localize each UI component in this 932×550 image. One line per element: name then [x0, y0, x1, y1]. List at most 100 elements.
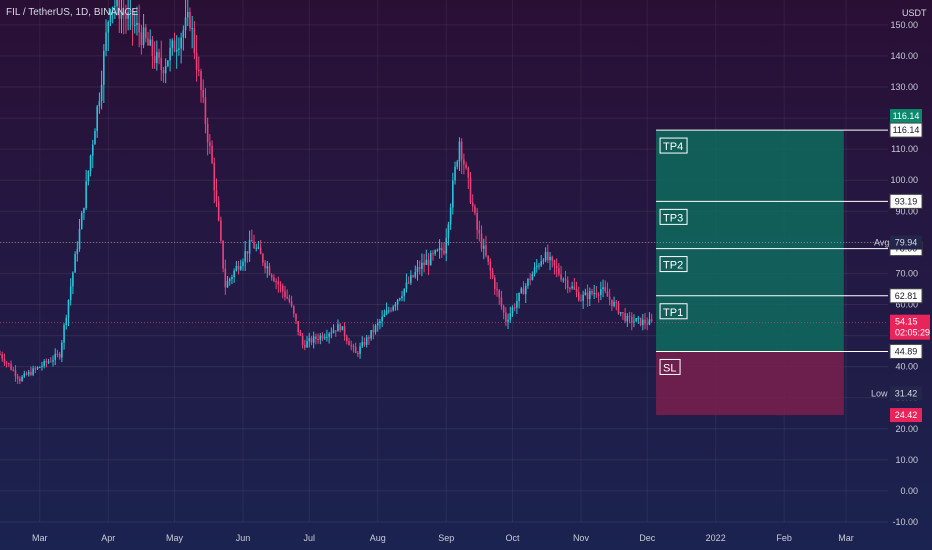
- candle-body: [116, 0, 118, 7]
- symbol-header: FIL / TetherUS, 1D, BINANCE: [6, 7, 139, 18]
- last-price-box: [890, 314, 930, 340]
- candle-body: [449, 207, 452, 225]
- avg-value: 79.94: [895, 238, 918, 248]
- candle-body: [454, 166, 456, 181]
- candle-body: [505, 312, 507, 322]
- candle-body: [337, 324, 339, 332]
- candle-body: [361, 341, 364, 347]
- candle-body: [416, 267, 419, 272]
- candle-body: [474, 206, 476, 213]
- candle-body: [604, 287, 607, 292]
- candle-body: [635, 318, 637, 322]
- y-tick-label: 130.00: [890, 82, 918, 92]
- candle-body: [202, 89, 205, 98]
- candle-body: [359, 346, 361, 354]
- candle-body: [153, 55, 156, 63]
- candle-body: [209, 142, 211, 146]
- y-tick-label: 140.00: [890, 51, 918, 61]
- candle-body: [288, 298, 291, 302]
- candle-body: [425, 259, 428, 265]
- candle-body: [482, 245, 485, 249]
- candle-body: [107, 21, 110, 33]
- candle-body: [266, 266, 269, 269]
- level-tag-text: TP1: [663, 307, 683, 319]
- candle-body: [85, 181, 87, 209]
- candle-body: [553, 260, 556, 266]
- candle-body: [624, 313, 626, 322]
- candle-body: [560, 274, 562, 280]
- candle-body: [211, 145, 213, 163]
- y-tick-label: 60.00: [895, 300, 918, 310]
- candle-body: [633, 321, 635, 323]
- candle-body: [80, 212, 83, 230]
- candle-body: [1, 354, 4, 359]
- candle-body: [178, 48, 180, 50]
- candle-body: [27, 371, 30, 375]
- stop-marker-text: 24.42: [895, 410, 918, 420]
- candle-body: [167, 60, 169, 67]
- candle-body: [94, 130, 96, 145]
- candle-body: [516, 301, 518, 308]
- candle-body: [308, 338, 311, 342]
- candle-body: [306, 341, 308, 348]
- y-tick-label: 10.00: [895, 455, 918, 465]
- candle-body: [637, 317, 640, 319]
- candle-body: [577, 291, 580, 301]
- candle-body: [91, 144, 94, 156]
- candle-body: [41, 365, 43, 367]
- candle-body: [469, 177, 472, 203]
- candle-body: [193, 28, 196, 53]
- candle-body: [555, 265, 558, 269]
- candle-body: [648, 319, 651, 325]
- candle-body: [399, 298, 401, 300]
- candle-body: [615, 301, 618, 303]
- candle-body: [45, 360, 48, 363]
- candle-body: [144, 27, 147, 39]
- candle-body: [600, 289, 602, 295]
- candle-body: [120, 11, 123, 19]
- candle-body: [87, 170, 90, 182]
- candle-body: [582, 294, 584, 301]
- y-tick-label: 20.00: [895, 424, 918, 434]
- x-tick-label: Feb: [776, 533, 792, 543]
- candle-body: [595, 292, 598, 295]
- level-tag-box: [659, 208, 688, 225]
- candle-body: [529, 278, 531, 281]
- candle-body: [463, 159, 465, 165]
- y-tick-label: -10.00: [892, 517, 918, 527]
- candle-body: [0, 354, 1, 356]
- candle-body: [19, 378, 21, 382]
- candle-body: [392, 306, 394, 311]
- candle-body: [136, 22, 138, 26]
- candle-body: [440, 247, 443, 251]
- candle-body: [100, 84, 103, 101]
- candle-body: [264, 262, 266, 269]
- candle-body: [452, 180, 454, 208]
- candle-body: [275, 281, 277, 283]
- level-tag-box: [659, 303, 688, 320]
- candle-body: [21, 376, 23, 382]
- candle-body: [372, 330, 375, 333]
- candle-body: [215, 190, 218, 202]
- candle-body: [38, 366, 41, 368]
- candle-body: [566, 280, 569, 289]
- candle-body: [480, 233, 483, 249]
- candle-body: [281, 285, 284, 292]
- candle-body: [184, 17, 187, 31]
- candle-body: [67, 300, 70, 318]
- low-value-box: [890, 386, 922, 401]
- level-price-tag-tp4-box: [889, 122, 923, 138]
- candle-body: [164, 66, 167, 74]
- candle-body: [639, 317, 642, 326]
- candle-body: [30, 371, 32, 375]
- candle-body: [489, 261, 492, 271]
- candle-body: [642, 319, 644, 326]
- candle-body: [414, 271, 417, 277]
- candle-body: [418, 267, 421, 269]
- candle-body: [14, 370, 17, 377]
- candle-body: [242, 261, 244, 267]
- candle-body: [520, 288, 523, 293]
- candle-body: [478, 229, 481, 234]
- level-tag-box: [659, 256, 688, 273]
